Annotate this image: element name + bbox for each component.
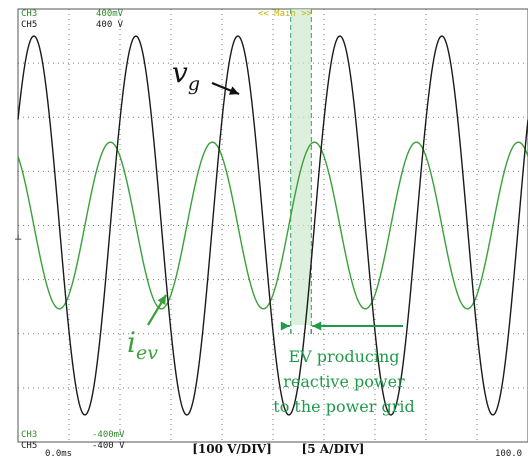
- ch5-top-value: 400 V: [96, 20, 124, 30]
- window-left-arrow-head: [280, 321, 290, 331]
- current-waveform: [17, 141, 528, 310]
- ch3-top-value: 400mV: [96, 9, 124, 19]
- voltage-waveform: [17, 35, 528, 416]
- window-right-arrow-head: [312, 321, 322, 331]
- ch5-top-label: CH5: [21, 20, 37, 30]
- annotation-line-3: to the power grid: [273, 397, 414, 416]
- voltage-scale-label: [100 V/DIV]: [192, 442, 272, 456]
- annotation-line-1: EV producing: [288, 347, 399, 366]
- iev-arrow-head: [157, 295, 166, 306]
- time-start-label: 0.0ms: [45, 449, 72, 457]
- ch5-bottom-value: -400 V: [92, 441, 125, 451]
- grid: [17, 8, 528, 443]
- annotation-line-2: reactive power: [283, 372, 405, 391]
- annotation-arrows: [147, 81, 403, 331]
- mode-label: << Main >>: [258, 9, 313, 19]
- vg-arrow-head: [228, 86, 239, 95]
- ch3-bottom-label: CH3: [21, 430, 37, 440]
- time-end-label: 100.0: [495, 449, 522, 457]
- ch3-top-label: CH3: [21, 9, 37, 19]
- current-scale-label: [5 A/DIV]: [302, 442, 365, 456]
- iev-label: iev: [127, 326, 158, 364]
- vg-label: vg: [172, 56, 200, 95]
- ch3-bottom-value: -400mV: [92, 430, 125, 440]
- ch5-bottom-label: CH5: [21, 441, 37, 451]
- plot-frame: [17, 8, 528, 443]
- trigger-marker: ⊣: [12, 234, 23, 240]
- waveforms: [17, 35, 528, 416]
